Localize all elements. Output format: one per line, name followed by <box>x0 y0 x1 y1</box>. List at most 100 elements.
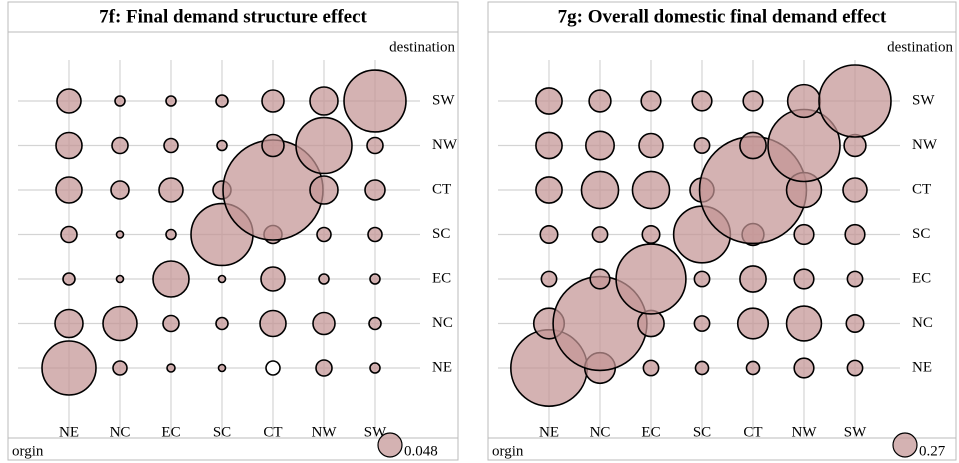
bubble <box>793 357 815 379</box>
bubble <box>41 340 97 396</box>
bubble <box>261 133 285 158</box>
bubble <box>693 270 711 288</box>
y-tick-label: CT <box>912 181 931 197</box>
bubble <box>260 266 286 292</box>
bubble <box>295 116 353 175</box>
bubble <box>102 305 138 342</box>
bubble <box>163 137 179 154</box>
bubble <box>539 224 559 245</box>
bubble <box>588 89 612 113</box>
y-tick-label: NW <box>912 137 938 153</box>
y-tick-label: NE <box>912 359 932 375</box>
bubble <box>259 309 287 338</box>
bubble <box>112 360 128 376</box>
y-tick-label: SC <box>432 226 450 242</box>
bubble <box>309 86 339 116</box>
bubble <box>265 360 281 376</box>
bubble <box>115 230 125 239</box>
y-tick-label: CT <box>432 181 451 197</box>
bubble <box>215 94 229 108</box>
y-tick-label: SC <box>912 226 930 242</box>
bubble <box>694 360 710 376</box>
bubble <box>844 223 866 246</box>
x-tick-label: NE <box>539 424 559 440</box>
bubble <box>309 175 339 205</box>
x-axis-label: orgin <box>12 443 44 459</box>
bubble <box>166 363 176 373</box>
bubble <box>793 223 815 246</box>
bubble <box>261 89 285 113</box>
legend-bubble <box>377 432 403 458</box>
x-tick-label: SC <box>213 424 231 440</box>
y-tick-label: NE <box>432 359 452 375</box>
bubble <box>55 131 83 160</box>
bubble <box>589 268 611 290</box>
bubble <box>785 305 823 342</box>
bubble <box>585 130 615 161</box>
bubble <box>535 131 563 160</box>
bubble <box>110 180 130 200</box>
bubble <box>843 133 867 158</box>
bubble <box>165 228 177 241</box>
legend-bubble <box>892 432 918 458</box>
bubble <box>739 265 767 293</box>
legend-label: 0.048 <box>404 443 438 459</box>
bubble <box>217 274 227 284</box>
y-tick-label: SW <box>912 92 935 108</box>
bubble <box>56 88 82 114</box>
x-tick-label: EC <box>161 424 180 440</box>
x-tick-label: NC <box>110 424 131 440</box>
bubble <box>215 316 229 331</box>
bubble <box>369 273 381 285</box>
bubble <box>111 136 129 155</box>
plot-frame <box>487 31 957 439</box>
bubble <box>312 311 336 336</box>
bubble <box>114 95 126 107</box>
bubble <box>62 272 76 286</box>
y-tick-label: NW <box>432 137 458 153</box>
x-tick-label: NE <box>59 424 79 440</box>
bubble <box>540 270 558 288</box>
bubble <box>115 274 125 284</box>
bubble <box>369 362 381 374</box>
bubble <box>54 308 84 339</box>
x-tick-label: NW <box>792 424 818 440</box>
bubble <box>158 177 184 203</box>
y-axis-label: destination <box>887 39 953 55</box>
x-axis-label: orgin <box>492 443 524 459</box>
bubble <box>691 90 713 112</box>
bubble <box>842 177 868 203</box>
y-axis-label: destination <box>389 39 455 55</box>
bubble <box>216 139 228 152</box>
y-tick-label: NC <box>432 315 453 331</box>
bubble <box>165 95 177 107</box>
bubble <box>846 359 864 377</box>
bubble <box>366 136 384 155</box>
bubble <box>793 268 815 290</box>
bubble <box>742 90 764 112</box>
bubble <box>315 359 333 377</box>
bubble <box>591 226 609 243</box>
x-tick-label: NC <box>590 424 611 440</box>
x-tick-label: NW <box>312 424 338 440</box>
x-tick-label: CT <box>743 424 762 440</box>
bubble <box>318 273 330 285</box>
bubble <box>818 64 892 138</box>
bubble <box>736 307 770 340</box>
bubble <box>846 270 864 288</box>
bubble <box>580 170 620 210</box>
bubble <box>640 90 662 112</box>
plot-frame <box>7 31 459 439</box>
bubble <box>364 179 386 201</box>
bubble <box>745 360 761 376</box>
bubble <box>693 315 711 332</box>
bubble <box>162 314 180 333</box>
bubble <box>343 69 407 133</box>
bubble <box>368 316 382 331</box>
bubble <box>615 243 687 315</box>
bubble <box>55 176 83 204</box>
bubble <box>152 260 190 298</box>
x-tick-label: CT <box>263 424 282 440</box>
bubble <box>638 132 664 159</box>
